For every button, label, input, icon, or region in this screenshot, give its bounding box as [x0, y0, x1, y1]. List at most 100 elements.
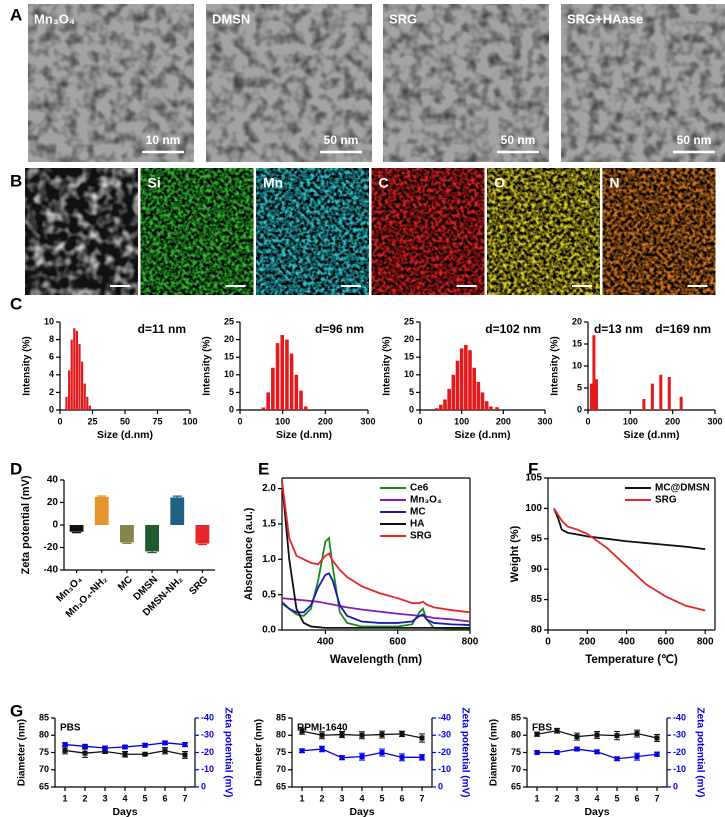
x-axis-label: Days	[584, 806, 609, 817]
legend-label: Mn₃O₄	[410, 495, 442, 506]
y2-tick-label: 0	[438, 781, 443, 791]
x-tick-label: 100	[182, 416, 197, 426]
marker	[399, 731, 405, 737]
tem-label: Mn₃O₄	[34, 11, 75, 26]
line	[281, 481, 471, 614]
chart-title: PBS	[60, 723, 81, 734]
bar	[75, 330, 78, 410]
x-axis-label: Days	[112, 806, 137, 817]
y-tick-label: 20	[404, 334, 414, 344]
x-tick-label: 6	[162, 793, 167, 803]
annotation: d=11 nm	[138, 322, 186, 336]
marker	[82, 743, 88, 749]
y-tick-label: 75	[39, 747, 49, 757]
marker	[634, 754, 640, 760]
bar	[650, 383, 654, 410]
bar	[145, 525, 160, 552]
y2-tick-label: -20	[438, 747, 451, 757]
x-tick-label: 2	[319, 793, 324, 803]
x-tick-label: 800	[697, 637, 714, 648]
bar	[451, 374, 456, 410]
marker	[142, 742, 148, 748]
bar	[484, 401, 489, 410]
legend-label: SRG	[655, 495, 677, 506]
x-tick-label: 4	[359, 793, 364, 803]
legend-label: SRG	[410, 531, 432, 542]
chart-title: FBS	[532, 723, 552, 734]
legend-label: MC	[410, 507, 426, 518]
bar	[489, 406, 493, 410]
marker	[142, 751, 148, 757]
legend-label: MC@DMSN	[655, 483, 710, 494]
x-tick-label: 5	[142, 793, 147, 803]
y-tick-label: 105	[525, 473, 542, 484]
marker	[614, 756, 620, 762]
y2-tick-label: -40	[201, 712, 214, 722]
marker	[379, 750, 385, 755]
y-tick-label: 10	[44, 316, 54, 326]
x-tick-label: 600	[389, 637, 406, 648]
x-tick-label: 200	[579, 637, 596, 648]
y-tick-label: 15	[572, 338, 582, 348]
x-tick-label: 200	[318, 416, 333, 426]
y-axis-label: Diameter (nm)	[489, 719, 500, 786]
y-axis-label: Intensity (%)	[382, 336, 393, 395]
marker	[554, 750, 560, 755]
marker	[162, 740, 168, 746]
eds-label: Si	[148, 175, 161, 191]
bar	[78, 344, 81, 410]
bar	[455, 360, 460, 410]
bar	[659, 374, 663, 410]
tem-texture	[28, 4, 194, 162]
y2-tick-label: -30	[201, 730, 214, 740]
marker	[319, 732, 325, 738]
x-tick-label: 400	[317, 637, 334, 648]
tem-label: DMSN	[212, 11, 250, 26]
x-axis-label: Size (d.nm)	[97, 429, 153, 441]
y2-tick-label: -20	[201, 747, 214, 757]
bar	[294, 374, 299, 410]
y-tick-label: 0.0	[262, 625, 276, 636]
bar	[642, 399, 646, 410]
bar	[299, 390, 303, 410]
tem-texture	[383, 4, 549, 162]
bar	[589, 383, 593, 410]
eds-signal	[371, 168, 485, 295]
y2-tick-label: -40	[673, 712, 686, 722]
y-tick-label: 15	[404, 352, 414, 362]
annotation: d=102 nm	[485, 322, 541, 336]
bar	[88, 405, 91, 410]
marker	[102, 748, 108, 754]
x-tick-label: 7	[182, 793, 187, 803]
marker	[654, 751, 660, 757]
bar	[73, 328, 76, 410]
marker	[359, 754, 365, 760]
y2-axis-label: Zeta potential (mV)	[459, 707, 470, 797]
x-tick-label: 300	[537, 416, 552, 426]
line	[553, 507, 706, 612]
error-bar	[97, 495, 107, 497]
marker	[299, 748, 305, 754]
x-tick-label: 100	[275, 416, 290, 426]
y-tick-label: 25	[224, 316, 234, 326]
y-tick-label: 80	[531, 625, 543, 636]
x-tick-label: 7	[419, 793, 424, 803]
bar	[439, 404, 443, 410]
x-tick-label: 6	[399, 793, 404, 803]
y-tick-label: 85	[531, 594, 543, 605]
bar	[667, 377, 671, 410]
y-tick-label: 5	[229, 387, 234, 397]
x-axis-label: Size (d.nm)	[454, 429, 510, 441]
y-tick-label: 70	[511, 764, 521, 774]
x-tick-label: 0	[585, 416, 590, 426]
panel-label: A	[10, 5, 22, 24]
bar	[592, 335, 596, 410]
panel-label: D	[10, 459, 22, 478]
y-tick-label: 1.0	[262, 554, 276, 565]
y-tick-label: 1.5	[262, 519, 276, 530]
y-tick-label: 85	[276, 712, 286, 722]
panel-label: E	[258, 459, 269, 478]
